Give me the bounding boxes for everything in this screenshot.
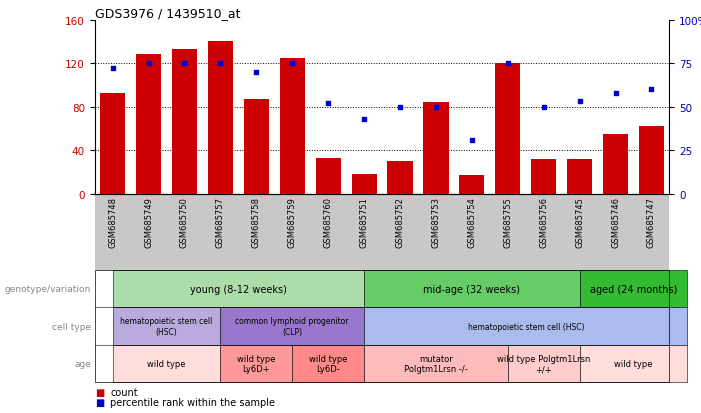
- Text: count: count: [110, 387, 137, 397]
- Point: [179, 61, 190, 67]
- Text: GDS3976 / 1439510_at: GDS3976 / 1439510_at: [95, 7, 240, 19]
- Text: cell type: cell type: [52, 322, 91, 331]
- Point: [502, 61, 513, 67]
- Bar: [567, 159, 592, 194]
- Point: [574, 99, 585, 105]
- Bar: [351, 175, 376, 194]
- Text: age: age: [74, 359, 91, 368]
- Text: hematopoietic stem cell (HSC): hematopoietic stem cell (HSC): [468, 322, 584, 331]
- Text: mid-age (32 weeks): mid-age (32 weeks): [423, 284, 520, 294]
- Text: ■: ■: [95, 397, 104, 407]
- Text: genotype/variation: genotype/variation: [5, 285, 91, 294]
- Bar: [207, 43, 233, 194]
- Bar: [459, 176, 484, 194]
- Bar: [136, 55, 161, 194]
- Bar: [280, 59, 305, 194]
- Point: [646, 87, 657, 93]
- Point: [466, 137, 477, 144]
- Point: [610, 90, 621, 97]
- Bar: [315, 158, 341, 194]
- Text: percentile rank within the sample: percentile rank within the sample: [110, 397, 275, 407]
- Point: [287, 61, 298, 67]
- Point: [251, 69, 262, 76]
- Point: [430, 104, 442, 111]
- Text: wild type: wild type: [614, 359, 653, 368]
- Text: ■: ■: [95, 387, 104, 397]
- Bar: [388, 161, 413, 194]
- Text: aged (24 months): aged (24 months): [590, 284, 677, 294]
- Point: [322, 101, 334, 107]
- Bar: [423, 103, 449, 194]
- Bar: [531, 159, 557, 194]
- Bar: [244, 100, 269, 194]
- Point: [538, 104, 550, 111]
- Text: hematopoietic stem cell
(HSC): hematopoietic stem cell (HSC): [121, 317, 212, 336]
- Text: common lymphoid progenitor
(CLP): common lymphoid progenitor (CLP): [236, 317, 349, 336]
- Bar: [495, 64, 520, 194]
- Text: wild type: wild type: [147, 359, 186, 368]
- Text: mutator
Polgtm1Lrsn -/-: mutator Polgtm1Lrsn -/-: [404, 354, 468, 373]
- Text: wild type
Ly6D+: wild type Ly6D+: [237, 354, 275, 373]
- Bar: [603, 135, 628, 194]
- Bar: [100, 93, 125, 194]
- Point: [358, 116, 369, 123]
- Text: wild type Polgtm1Lrsn
+/+: wild type Polgtm1Lrsn +/+: [497, 354, 590, 373]
- Text: wild type
Ly6D-: wild type Ly6D-: [309, 354, 348, 373]
- Bar: [172, 50, 197, 194]
- Point: [107, 66, 118, 73]
- Point: [395, 104, 406, 111]
- Point: [143, 61, 154, 67]
- Point: [215, 61, 226, 67]
- Bar: [639, 127, 664, 194]
- Text: young (8-12 weeks): young (8-12 weeks): [190, 284, 287, 294]
